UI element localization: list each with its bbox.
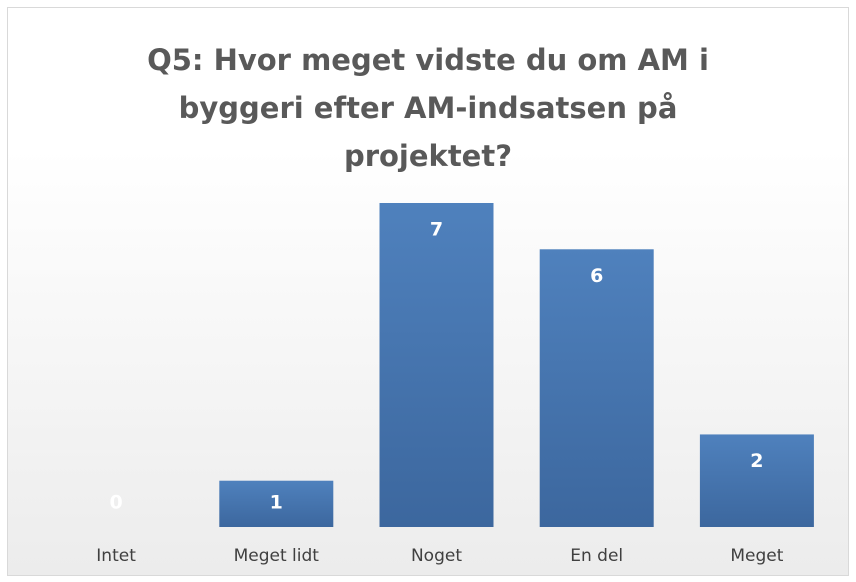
data-label: 7 <box>430 219 443 241</box>
x-tick-label: En del <box>570 546 623 566</box>
bar <box>379 203 494 527</box>
x-tick-label: Meget <box>730 546 783 566</box>
data-label: 0 <box>109 492 122 514</box>
bar <box>539 249 654 528</box>
x-tick-label: Meget lidt <box>234 546 320 566</box>
bar <box>219 480 334 527</box>
chart-title: Q5: Hvor meget vidste du om AM i byggeri… <box>147 43 709 173</box>
x-tick-label: Intet <box>96 546 136 566</box>
data-label: 6 <box>590 265 603 287</box>
data-label: 2 <box>750 450 763 472</box>
bar <box>699 434 814 527</box>
data-label: 1 <box>270 492 283 514</box>
x-tick-label: Noget <box>411 546 462 566</box>
